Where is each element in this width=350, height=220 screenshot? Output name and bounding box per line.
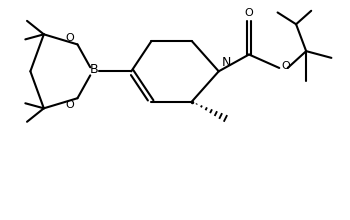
Text: O: O xyxy=(65,33,74,43)
Text: O: O xyxy=(245,8,253,18)
Text: O: O xyxy=(65,100,74,110)
Text: B: B xyxy=(90,63,99,76)
Text: N: N xyxy=(222,56,231,69)
Text: O: O xyxy=(281,61,290,71)
